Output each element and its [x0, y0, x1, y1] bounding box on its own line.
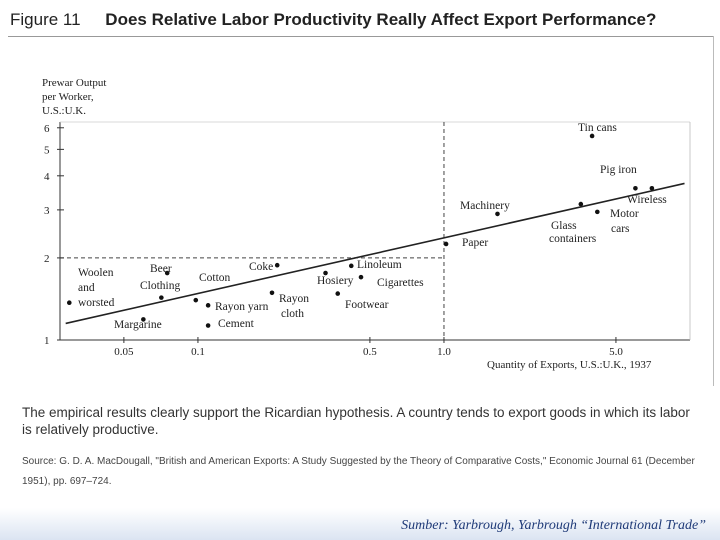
- x-tick-group: 0.05 0.1 0.5 1.0 5.0: [114, 337, 623, 358]
- figure-caption: The empirical results clearly support th…: [22, 405, 690, 437]
- x-axis-title: Quantity of Exports, U.S.:U.K., 1937: [487, 359, 652, 371]
- y-axis-title-line-1: Prewar Output: [42, 77, 106, 89]
- y-tick-label: 2: [44, 253, 50, 265]
- data-point-linoleum: [348, 263, 354, 269]
- label-glass-line-1: Glass: [551, 220, 577, 232]
- y-tick-label: 3: [44, 205, 50, 217]
- data-point-rayon-cloth: [269, 290, 275, 296]
- figure-title: Figure 11 Does Relative Labor Productivi…: [10, 10, 656, 30]
- data-point-margarine: [141, 317, 146, 322]
- y-tick-label: 5: [44, 144, 50, 156]
- x-tick-label: 0.05: [114, 346, 134, 358]
- y-tick-label: 4: [44, 171, 50, 183]
- data-point-machinery: [495, 211, 500, 217]
- data-point-cement: [205, 323, 211, 328]
- label-woolen-line-1: Woolen: [78, 267, 114, 279]
- title-rule: [8, 36, 714, 37]
- data-point-woolen-and-worsted: [66, 300, 72, 306]
- label-hosiery: Hosiery: [317, 275, 354, 287]
- data-point-wireless: [633, 185, 638, 191]
- data-point-tin-cans: [589, 133, 595, 139]
- data-point-hosiery: [323, 270, 328, 276]
- data-points: [66, 133, 655, 328]
- point-labels: Woolen and worsted Margarine Beer Clothi…: [78, 122, 667, 331]
- label-motor-line-2: cars: [611, 223, 630, 235]
- label-paper: Paper: [462, 237, 488, 249]
- y-tick-group: 1 2 3 4 5 6: [44, 123, 64, 347]
- footer-credit: Sumber: Yarbrough, Yarbrough “Internatio…: [401, 518, 706, 533]
- data-point-clothing: [159, 295, 164, 300]
- label-machinery: Machinery: [460, 200, 510, 212]
- data-point-pig-iron: [649, 185, 655, 191]
- label-margarine: Margarine: [114, 319, 162, 331]
- label-woolen-line-3: worsted: [78, 297, 115, 309]
- data-point-paper: [443, 241, 449, 247]
- label-rayon-yarn: Rayon yarn: [215, 301, 269, 313]
- label-rayon-cloth-line-2: cloth: [281, 308, 304, 320]
- x-tick-label: 5.0: [609, 346, 623, 358]
- data-point-rayon-yarn: [205, 303, 211, 308]
- label-linoleum: Linoleum: [357, 259, 402, 271]
- label-pig-iron: Pig iron: [600, 164, 637, 176]
- label-wireless: Wireless: [627, 194, 667, 206]
- y-tick-label: 6: [44, 123, 50, 135]
- label-cigarettes: Cigarettes: [377, 277, 424, 289]
- data-point-glass-containers: [578, 201, 584, 207]
- x-tick-label: 1.0: [437, 346, 451, 358]
- label-woolen-line-2: and: [78, 282, 95, 294]
- x-tick-label: 0.5: [363, 346, 377, 358]
- footer-band: [0, 508, 720, 540]
- figure-number: Figure 11: [10, 10, 81, 29]
- label-glass-line-2: containers: [549, 233, 597, 245]
- data-point-cotton: [193, 297, 199, 303]
- x-tick-label: 0.1: [191, 346, 205, 358]
- label-footwear: Footwear: [345, 299, 389, 311]
- label-motor-line-1: Motor: [610, 208, 639, 220]
- y-tick-label: 1: [44, 335, 50, 347]
- scatter-chart: Prewar Output per Worker, U.S.:U.K. 1 2 3 4…: [42, 77, 691, 371]
- trend-line: [65, 182, 685, 325]
- label-clothing: Clothing: [140, 280, 181, 292]
- label-cement: Cement: [218, 318, 255, 330]
- figure-heading: Does Relative Labor Productivity Really …: [105, 10, 657, 29]
- side-rule: [713, 36, 714, 386]
- data-point-coke: [274, 262, 280, 268]
- label-tin-cans: Tin cans: [578, 122, 617, 134]
- label-coke: Coke: [249, 261, 273, 273]
- data-point-beer: [164, 270, 170, 276]
- label-beer: Beer: [150, 263, 172, 275]
- data-point-footwear: [335, 291, 341, 296]
- figure-source: Source: G. D. A. MacDougall, "British an…: [22, 456, 695, 487]
- data-point-cigarettes: [358, 274, 364, 280]
- label-rayon-cloth-line-1: Rayon: [279, 293, 309, 305]
- y-axis-title-line-2: per Worker,: [42, 91, 94, 103]
- data-point-motor-cars: [595, 209, 600, 215]
- y-axis-title-line-3: U.S.:U.K.: [42, 105, 86, 117]
- label-cotton: Cotton: [199, 272, 231, 284]
